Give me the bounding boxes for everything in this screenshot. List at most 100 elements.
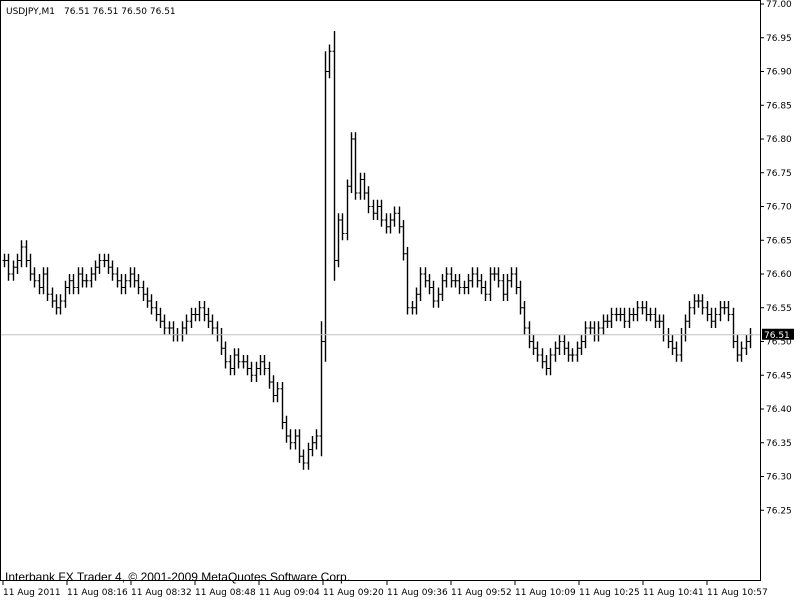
ohlc-bar [562,334,567,355]
ohlc-bar [310,436,315,457]
ohlc-bar [28,253,33,281]
ohlc-bar [262,355,267,376]
x-tick-label: 11 Aug 2011 [3,588,61,598]
ohlc-bar [106,253,111,274]
y-tick-label: 76.70 [766,203,792,213]
ohlc-bar [284,415,289,443]
ohlc-bar [470,267,475,288]
ohlc-bar [293,429,298,450]
ohlc-bar [6,253,11,281]
y-tick-label: 76.65 [766,236,792,246]
x-tick-label: 11 Aug 10:25 [579,588,640,598]
ohlc-bar [245,355,250,376]
ohlc-bar [193,307,198,322]
y-tick-label: 76.95 [766,34,792,44]
y-tick-label: 76.85 [766,101,792,111]
x-tick-label: 11 Aug 09:36 [387,588,448,598]
x-tick-label: 11 Aug 10:57 [707,588,768,598]
ohlc-bar [705,301,710,322]
ohlc-bar [462,280,467,295]
y-tick-label: 76.75 [766,169,792,179]
ohlc-bar [24,240,29,268]
ohlc-bar [258,355,263,376]
y-tick-label: 77.00 [766,0,792,10]
ohlc-bar [184,314,189,335]
ohlc-bar [362,172,367,200]
x-tick-label: 11 Aug 10:41 [643,588,704,598]
ohlc-bar [570,348,575,362]
ohlc-bar [149,294,154,315]
y-tick-label: 76.80 [766,135,792,145]
ohlc-bar [431,280,436,308]
ohlc-bar [700,294,705,315]
ohlc-bar [522,301,527,335]
price-tag: 76.51 [762,328,794,341]
ohlc-bar [145,287,150,308]
ohlc-bar [63,280,68,308]
y-tick-label: 76.40 [766,405,792,415]
ohlc-bar [189,307,194,328]
ohlc-bar [622,307,627,328]
ohlc-bar [475,267,480,288]
ohlc-bar [696,294,701,308]
y-tick-label: 76.30 [766,473,792,483]
ohlc-bar [492,267,497,281]
ohlc-bar [314,429,319,450]
ohlc-readout: 76.51 76.51 76.50 76.51 [64,7,176,17]
ohlc-bar [97,253,102,274]
ohlc-bar [162,314,167,335]
ohlc-bar [496,267,501,288]
ohlc-bar [336,213,341,268]
ohlc-bar [349,132,354,193]
ohlc-bar [618,307,623,322]
ohlc-bar [167,321,172,335]
ohlc-bar [297,429,302,463]
ohlc-bar [449,267,454,288]
ohlc-bar [535,341,540,362]
ohlc-bar [275,382,280,403]
ohlc-bar [731,307,736,349]
ohlc-bar [453,274,458,288]
ohlc-bar [483,280,488,301]
ohlc-bar [241,355,246,369]
ohlc-bar [444,267,449,288]
ohlc-bar [670,334,675,355]
ohlc-bar [375,199,380,220]
y-tick-label: 76.25 [766,506,792,516]
ohlc-bar [514,267,519,295]
ohlc-bar [271,375,276,403]
ohlc-bar [15,253,20,274]
ohlc-bar [340,213,345,241]
ohlc-bar [466,274,471,295]
ohlc-bar [158,307,163,328]
ohlc-bar [223,341,228,369]
ohlc-bar [553,341,558,362]
ohlc-bar [544,355,549,376]
y-tick-label: 76.55 [766,304,792,314]
ohlc-bar [566,341,571,362]
ohlc-bar [202,301,207,322]
ohlc-bar [288,429,293,450]
ohlc-bar [280,382,285,430]
ohlc-bar [58,294,63,315]
ohlc-bar [713,307,718,328]
ohlc-bar [232,348,237,376]
price-tag-box [762,328,794,340]
ohlc-bar [501,274,506,301]
ohlc-bar [306,442,311,470]
ohlc-bar [332,31,337,281]
ohlc-bar [254,361,259,382]
ohlc-bar [653,307,658,328]
ohlc-bar [631,307,636,322]
ohlc-bar [89,267,94,288]
ohlc-bar [301,449,306,470]
ohlc-bar [358,172,363,200]
ohlc-bar [505,274,510,301]
ohlc-bar [518,280,523,315]
ohlc-bar [11,260,16,281]
ohlc-bar [197,301,202,322]
ohlc-bar [236,348,241,369]
ohlc-bar [80,267,85,288]
ohlc-bar [323,51,328,362]
